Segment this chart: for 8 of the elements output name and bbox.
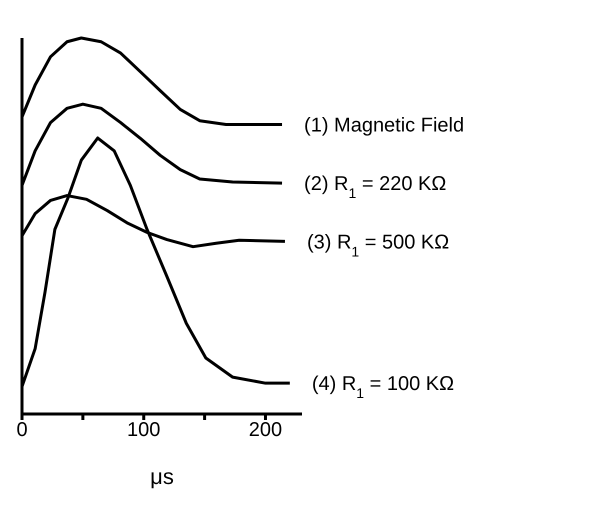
x-axis-title: μs xyxy=(150,464,174,489)
series-label: (4) R$_{1}$ = 100 KΩ xyxy=(312,373,454,402)
series-label: (1) Magnetic Field xyxy=(304,114,464,136)
x-tick-label: 100 xyxy=(127,419,160,442)
series-label: (3) R$_{1}$ = 500 KΩ xyxy=(306,231,450,260)
x-tick-label: 200 xyxy=(248,419,282,442)
series-label: (2) R$_{1}$ = 220 KΩ xyxy=(304,173,446,202)
x-tick-label: 0 xyxy=(16,419,28,442)
